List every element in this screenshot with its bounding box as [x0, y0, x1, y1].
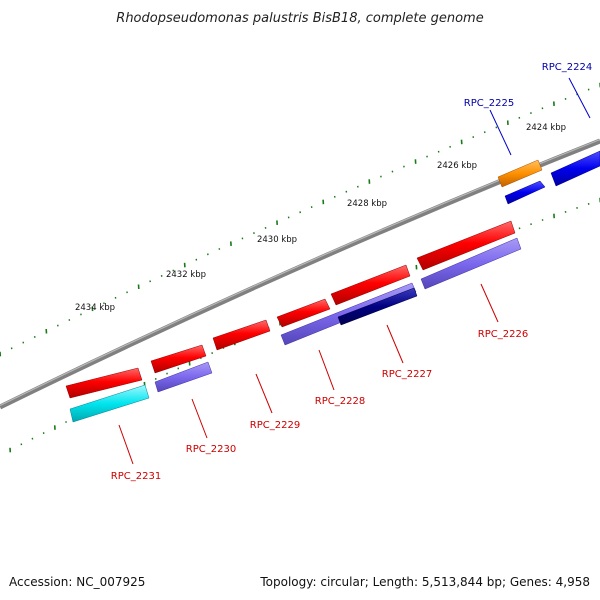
cog-rpc-2230 [154, 361, 213, 393]
gene-rpc-2229[interactable] [212, 319, 271, 351]
cog-rpc-2226 [420, 237, 522, 290]
tick-label-2434: 2434 kbp [75, 303, 115, 313]
gene-label-rpc-2230[interactable]: RPC_2230 [186, 444, 236, 455]
gene-label-rpc-2228[interactable]: RPC_2228 [315, 396, 365, 407]
gene-label-rpc-2227[interactable]: RPC_2227 [382, 369, 432, 380]
cog-rpc-2231 [69, 384, 150, 423]
gene-rpc-2231[interactable] [65, 367, 143, 399]
outer-tick-ring [0, 82, 600, 357]
gene-label-rpc-2231[interactable]: RPC_2231 [111, 471, 161, 482]
tick-label-2430: 2430 kbp [257, 235, 297, 245]
tick-label-2428: 2428 kbp [347, 199, 387, 209]
tick-label-2424: 2424 kbp [526, 123, 566, 133]
gene-label-rpc-2225[interactable]: RPC_2225 [464, 98, 514, 109]
gene-label-rpc-2224[interactable]: RPC_2224 [542, 62, 592, 73]
gene-rpc-2226[interactable] [416, 220, 516, 271]
genome-summary-text: Topology: circular; Length: 5,513,844 bp… [259, 575, 590, 589]
cog-rpc-2227-b [337, 287, 418, 326]
map-title: Rhodopseudomonas palustris BisB18, compl… [116, 11, 483, 26]
gene-rpc-2224[interactable] [550, 150, 600, 187]
tick-label-2426: 2426 kbp [437, 161, 477, 171]
cog-rpc-2225 [504, 180, 546, 205]
gene-labels: RPC_2224 RPC_2225 RPC_2226 RPC_2227 RPC_… [111, 62, 592, 482]
tick-labels: 2424 kbp 2426 kbp 2428 kbp 2430 kbp 2432… [75, 123, 566, 313]
accession-text: Accession: NC_007925 [9, 575, 145, 589]
gene-rpc-2228[interactable] [276, 298, 331, 328]
gene-label-rpc-2229[interactable]: RPC_2229 [250, 420, 300, 431]
callout-lines [118, 77, 591, 465]
tick-label-2432: 2432 kbp [166, 270, 206, 280]
gene-rpc-2225[interactable] [497, 159, 543, 188]
gene-rpc-2227[interactable] [330, 264, 411, 306]
gene-label-rpc-2226[interactable]: RPC_2226 [478, 329, 528, 340]
gene-rpc-2230[interactable] [150, 344, 207, 374]
